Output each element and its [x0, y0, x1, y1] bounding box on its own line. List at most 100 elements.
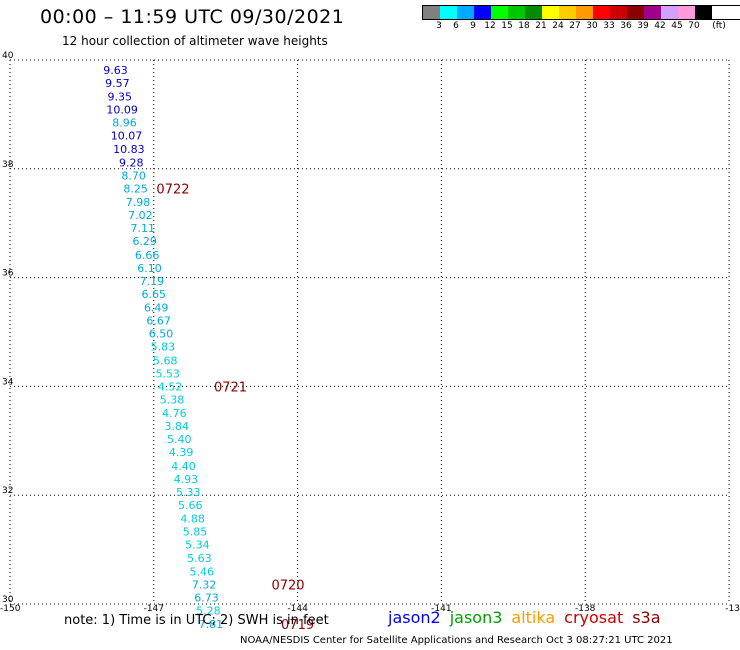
- swh-point-label: 5.46: [189, 565, 214, 578]
- scale-label: 3: [436, 21, 442, 31]
- scale-label: 45: [671, 21, 683, 31]
- swh-point-label: 7.98: [126, 196, 151, 209]
- scale-swatch: [474, 6, 491, 19]
- legend-item-cryosat: cryosat: [564, 608, 624, 627]
- swh-point-label: 6.73: [194, 591, 219, 604]
- scale-swatch: [644, 6, 661, 19]
- swh-point-label: 7.19: [140, 275, 165, 288]
- y-tick-label: 40: [2, 51, 14, 61]
- y-tick-label: 38: [2, 160, 14, 170]
- time-label: 0719: [281, 618, 314, 633]
- swh-point-label: 9.35: [108, 90, 133, 103]
- credit-line: NOAA/NESDIS Center for Satellite Applica…: [240, 635, 673, 646]
- scale-swatch: [559, 6, 576, 19]
- time-label: 0721: [214, 380, 247, 395]
- x-tick-label: -141: [431, 604, 451, 614]
- scale-label: 30: [586, 21, 598, 31]
- scale-swatch: [627, 6, 644, 19]
- scale-swatch: [695, 6, 712, 19]
- swh-point-label: 6.66: [135, 249, 160, 262]
- swh-point-label: 10.83: [113, 143, 145, 156]
- scale-swatch: [508, 6, 525, 19]
- scale-label: 21: [535, 21, 547, 31]
- swh-point-label: 4.52: [158, 380, 183, 393]
- legend-item-altika: altika: [511, 608, 556, 627]
- scale-label: 39: [637, 21, 649, 31]
- y-tick-label: 30: [2, 595, 14, 605]
- swh-point-label: 7.11: [131, 222, 156, 235]
- time-label: 0722: [156, 182, 189, 197]
- x-tick-label: -144: [287, 604, 308, 614]
- swh-point-label: 7.81: [199, 618, 224, 631]
- swh-point-label: 7.32: [192, 578, 217, 591]
- legend-item-jason2: jason2: [388, 608, 441, 627]
- footer-note: note: 1) Time is in UTC; 2) SWH is in fe…: [64, 613, 329, 628]
- swh-point-label: 5.34: [185, 539, 210, 552]
- swh-point-label: 6.10: [137, 262, 162, 275]
- scale-label: 15: [501, 21, 513, 31]
- color-scale-labels: 3 6 9 12 15 18 21 24 27 30 33 36 39 42 45 70 (ft): [422, 21, 740, 33]
- swh-point-label: 5.33: [176, 486, 201, 499]
- legend-item-s3a: s3a: [632, 608, 661, 627]
- scale-swatch: [610, 6, 627, 19]
- swh-point-label: 8.96: [112, 117, 137, 130]
- swh-point-label: 4.88: [180, 513, 205, 526]
- scale-swatch: [576, 6, 593, 19]
- scale-swatch: [661, 6, 678, 19]
- swh-point-label: 4.40: [171, 460, 196, 473]
- scale-swatch: [491, 6, 508, 19]
- x-tick-label: -138: [575, 604, 596, 614]
- y-tick-label: 36: [2, 269, 14, 279]
- scale-label: 6: [453, 21, 459, 31]
- swh-point-label: 10.09: [106, 104, 138, 117]
- scale-label: 24: [552, 21, 564, 31]
- swh-point-label: 5.85: [183, 526, 208, 539]
- swh-point-label: 9.63: [103, 64, 128, 77]
- scale-label: 33: [603, 21, 615, 31]
- swh-point-label: 4.93: [174, 473, 199, 486]
- color-scale-legend: 3 6 9 12 15 18 21 24 27 30 33 36 39 42 45 70 (ft): [422, 5, 740, 33]
- y-tick-label: 34: [2, 377, 14, 387]
- color-scale-bar: [422, 5, 740, 20]
- time-label: 0720: [271, 578, 304, 593]
- swh-point-label: 4.76: [162, 407, 187, 420]
- scale-swatch: [542, 6, 559, 19]
- scale-swatch: [525, 6, 542, 19]
- swh-point-label: 4.39: [169, 446, 194, 459]
- swh-point-label: 5.63: [187, 552, 212, 565]
- swh-point-label: 6.67: [146, 315, 171, 328]
- swh-point-label: 8.25: [123, 182, 148, 195]
- scale-swatch: [440, 6, 457, 19]
- swh-point-label: 5.66: [178, 499, 203, 512]
- chart-subtitle: 12 hour collection of altimeter wave hei…: [62, 34, 328, 48]
- swh-point-label: 8.70: [121, 169, 146, 182]
- swh-point-label: 6.65: [142, 288, 167, 301]
- swh-point-label: 5.40: [167, 433, 192, 446]
- scale-swatch: [593, 6, 610, 19]
- swh-point-label: 5.53: [155, 367, 180, 380]
- scale-unit: (ft): [712, 21, 726, 31]
- scale-swatch: [457, 6, 474, 19]
- scale-label: 42: [654, 21, 666, 31]
- swh-point-label: 5.68: [153, 354, 178, 367]
- y-tick-label: 32: [2, 486, 13, 496]
- legend-item-jason3: jason3: [449, 608, 503, 627]
- swh-point-label: 6.50: [149, 328, 174, 341]
- scale-label: 36: [620, 21, 632, 31]
- scale-label: 70: [688, 21, 700, 31]
- swh-point-label: 5.83: [151, 341, 176, 354]
- swh-point-label: 6.29: [132, 235, 157, 248]
- x-tick-label: -150: [0, 604, 21, 614]
- scale-swatch: [678, 6, 695, 19]
- swh-point-label: 10.07: [111, 130, 143, 143]
- swh-point-label: 5.38: [160, 393, 185, 406]
- scale-label: 12: [484, 21, 496, 31]
- swh-point-label: 6.49: [144, 302, 169, 315]
- x-tick-label: -13: [725, 604, 740, 614]
- chart-title: 00:00 – 11:59 UTC 09/30/2021: [40, 6, 345, 28]
- x-tick-label: -147: [144, 604, 164, 614]
- scale-label: 27: [569, 21, 581, 31]
- swh-point-label: 9.57: [105, 77, 130, 90]
- satellite-legend: jason2 jason3 altika cryosat s3a: [388, 608, 670, 627]
